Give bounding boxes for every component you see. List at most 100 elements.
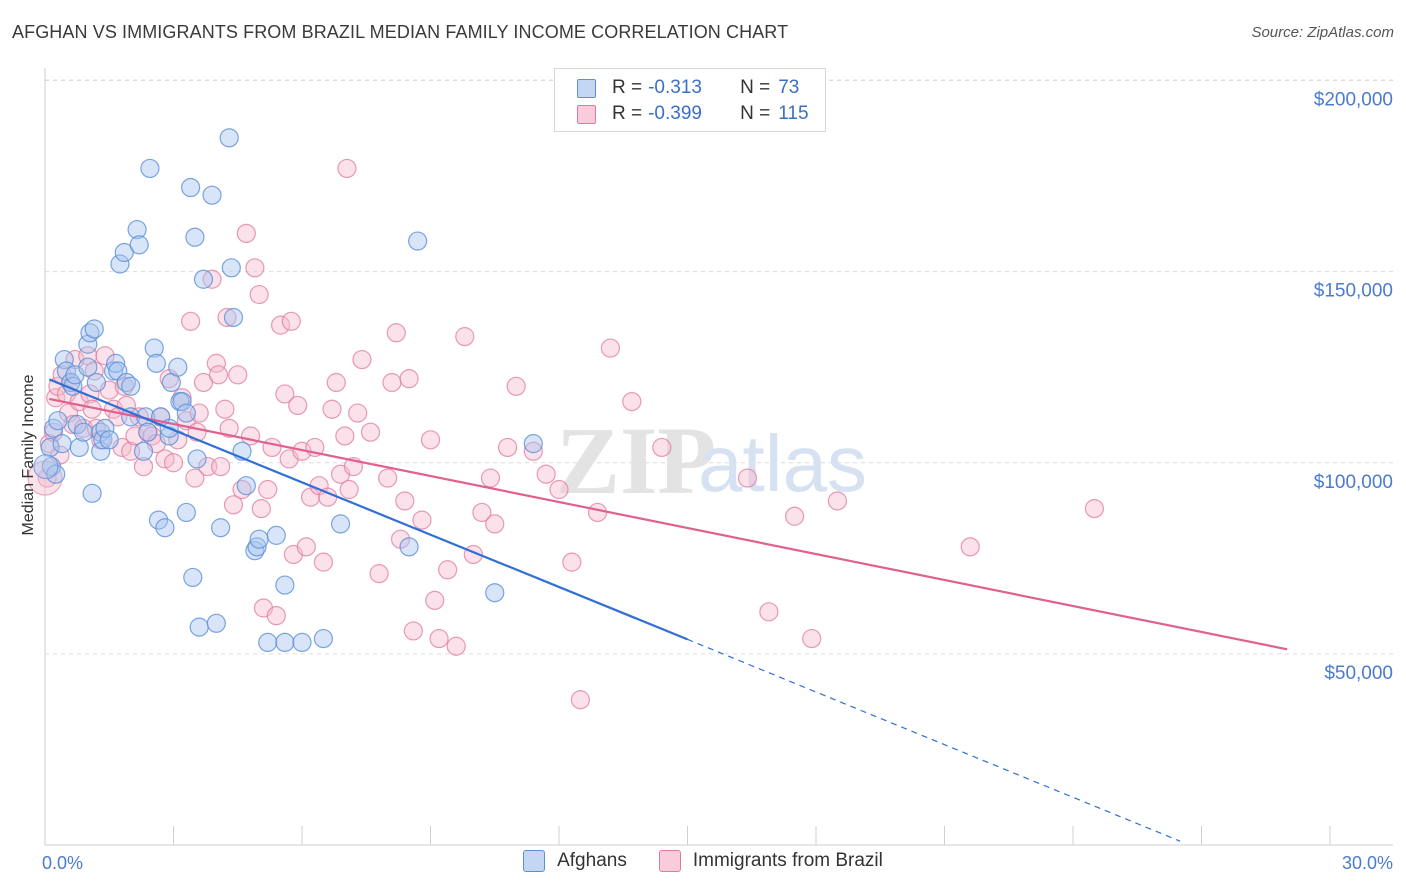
legend-r-label: R = (612, 103, 643, 124)
brazil-point (378, 468, 398, 488)
legend-item-brazil[interactable]: Immigrants from Brazil (658, 850, 883, 872)
legend-r-value: -0.399 (648, 103, 702, 124)
brazil-point (480, 468, 501, 488)
afghan-point (48, 411, 68, 431)
brazil-point (249, 284, 269, 305)
brazil-point (827, 491, 848, 511)
afghan-point (54, 349, 74, 370)
afghan-point (193, 269, 214, 289)
afghan-point (144, 338, 164, 358)
brazil-point (600, 338, 621, 358)
legend-n-value: 115 (778, 103, 809, 124)
afghan-point (189, 617, 209, 637)
afghan-point (330, 514, 351, 534)
watermark-atlas: atlas (698, 419, 867, 508)
afghan-point (121, 376, 141, 396)
afghan-point (129, 235, 149, 255)
afghan-point (223, 307, 244, 328)
brazil-point (549, 479, 569, 500)
legend-r-value: -0.313 (648, 77, 702, 98)
brazil-point (288, 395, 308, 416)
afghan-point (266, 525, 286, 545)
legend-row-afghans: R = -0.313 N = 73 (577, 76, 799, 100)
afghan-point (523, 434, 543, 454)
legend-row-brazil: R = -0.399 N = 115 (577, 102, 809, 126)
afghan-point (99, 430, 119, 450)
brazil-point (322, 399, 342, 419)
brazil-point (498, 437, 518, 458)
legend-n-value: 73 (778, 77, 800, 98)
brazil-point (438, 560, 458, 580)
afghan-point (275, 632, 295, 653)
brazil-point (181, 311, 201, 331)
afghan-trend-line (48, 378, 688, 641)
brazil-point (228, 365, 248, 385)
afghan-point (148, 510, 169, 530)
afghan-point (181, 177, 201, 198)
brazil-point (485, 514, 505, 534)
legend-n-label: N = (740, 103, 771, 124)
afghan-point (95, 418, 115, 438)
brazil-point (223, 495, 244, 515)
brazil-point (251, 499, 271, 519)
legend-swatch-afghans (577, 78, 596, 98)
brazil-point (258, 479, 278, 500)
y-axis-label: Median Family Income (20, 374, 37, 535)
brazil-point (536, 464, 556, 484)
brazil-point (622, 391, 642, 412)
source-label: Source: ZipAtlas.com (1251, 24, 1394, 41)
afghan-point (313, 628, 334, 649)
y-tick-label: $200,000 (1314, 90, 1393, 111)
afghan-point (82, 483, 102, 503)
brazil-point (236, 223, 256, 243)
brazil-point (472, 502, 492, 523)
afghan-point (176, 502, 196, 523)
afghan-point (206, 613, 226, 633)
brazil-point (326, 372, 346, 393)
brazil-point (587, 502, 608, 523)
afghan-point-cluster (33, 453, 59, 480)
afghan-point (485, 583, 505, 603)
series-legend: Afghans Immigrants from Brazil (0, 850, 1406, 872)
brazil-point (960, 537, 980, 557)
brazil-point (313, 552, 334, 572)
brazil-point (360, 422, 381, 442)
brazil-point (737, 468, 758, 488)
afghan-point (110, 254, 130, 274)
afghan-trend-extension (687, 638, 1181, 842)
afghan-point (103, 361, 124, 381)
brazil-point (217, 307, 237, 328)
correlation-legend: R = -0.313 N = 73 R = -0.399 N = 115 (554, 68, 826, 132)
brazil-point (395, 491, 415, 511)
brazil-point (399, 369, 419, 389)
y-tick-label: $100,000 (1314, 472, 1393, 493)
brazil-point (425, 590, 445, 610)
brazil-point (339, 479, 359, 500)
brazil-trend-line (49, 397, 1288, 651)
brazil-point (46, 388, 66, 408)
afghan-point (247, 537, 267, 557)
y-tick-label: $150,000 (1314, 281, 1393, 302)
legend-item-afghans[interactable]: Afghans (523, 850, 627, 872)
brazil-point (185, 468, 205, 488)
legend-swatch-afghans (523, 850, 546, 872)
brazil-point (523, 441, 543, 461)
brazil-point (386, 323, 406, 343)
brazil-point (403, 621, 423, 641)
afghan-point (185, 227, 205, 247)
brazil-point (446, 636, 466, 656)
brazil-point (208, 365, 229, 385)
afghan-point (78, 357, 98, 377)
afghan-point (176, 403, 196, 423)
afghan-point (86, 372, 107, 393)
brazil-point (348, 403, 368, 423)
afghan-point (155, 518, 175, 538)
brazil-point (570, 690, 591, 710)
afghan-point (249, 529, 269, 549)
afghan-point (140, 158, 160, 179)
brazil-point (95, 346, 115, 366)
afghan-point (211, 518, 231, 538)
afghan-point (187, 449, 207, 469)
brazil-point (133, 456, 154, 477)
brazil-point (652, 437, 672, 458)
